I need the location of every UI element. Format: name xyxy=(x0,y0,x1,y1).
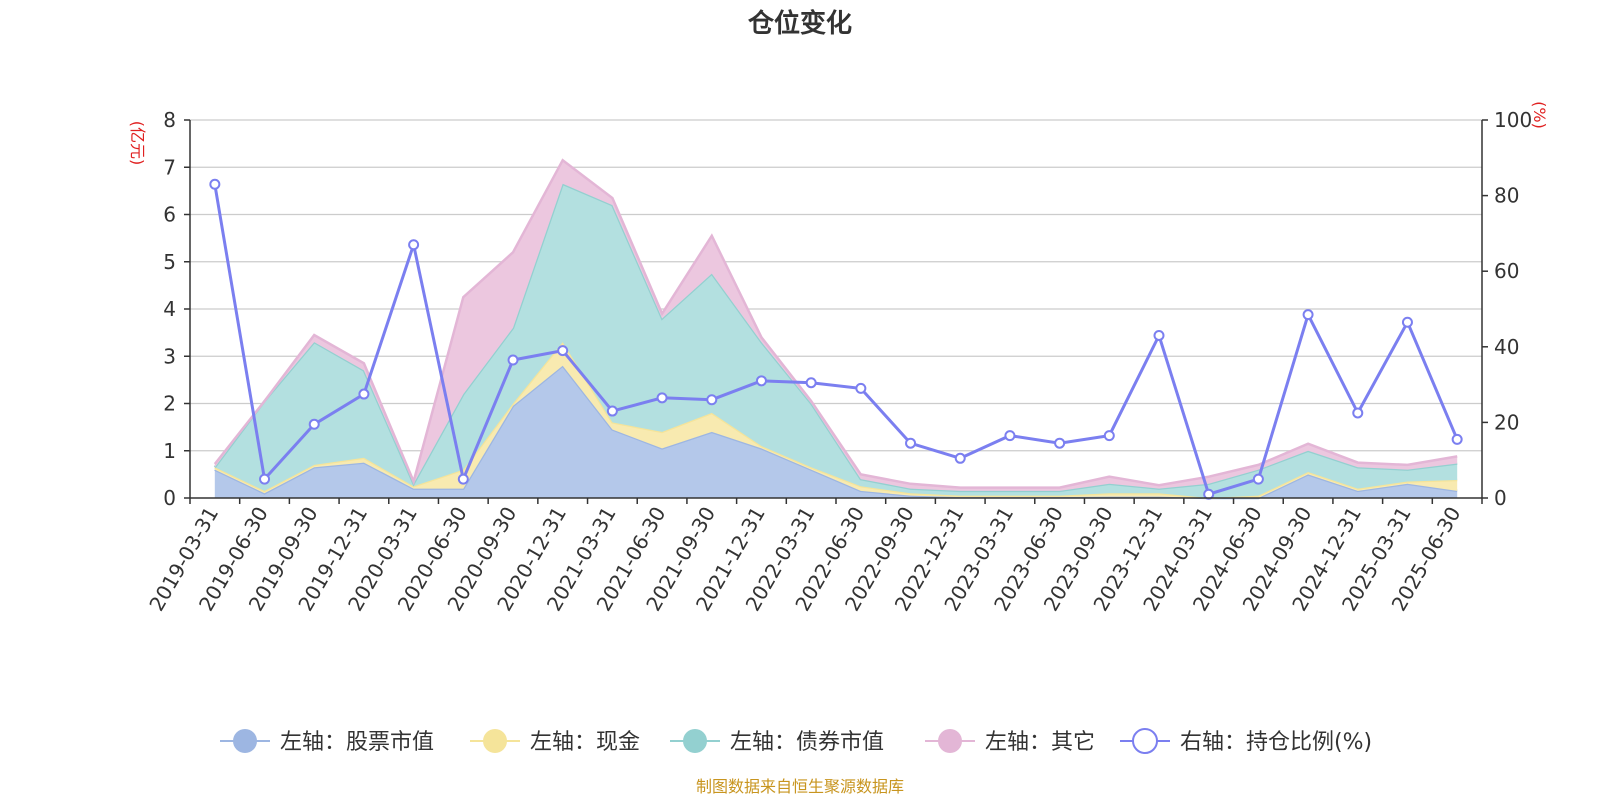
legend-item[interactable]: 左轴：股票市值 xyxy=(220,729,434,755)
grid xyxy=(190,119,1482,452)
ratio-point[interactable] xyxy=(1451,433,1463,445)
ratio-point[interactable] xyxy=(457,473,469,485)
right-tick-label: 80 xyxy=(1494,184,1519,208)
ratio-point[interactable] xyxy=(209,178,221,190)
ratio-point[interactable] xyxy=(954,452,966,464)
legend[interactable]: 左轴：股票市值 左轴：现金 左轴：债券市值 左轴：其它 右轴：持仓比例(%) xyxy=(220,728,1372,755)
left-tick-label: 1 xyxy=(163,439,176,463)
area-3 xyxy=(214,160,1458,491)
left-tick-label: 0 xyxy=(163,486,176,510)
area-layer xyxy=(213,158,1458,500)
left-tick-label: 5 xyxy=(163,250,176,274)
legend-label: 左轴：其它 xyxy=(985,730,1095,755)
source-note: 制图数据来自恒生聚源数据库 xyxy=(696,777,904,796)
legend-marker xyxy=(483,729,507,753)
ratio-point[interactable] xyxy=(308,418,320,430)
right-tick-label: 40 xyxy=(1494,335,1519,359)
ratio-point[interactable] xyxy=(1252,473,1264,485)
ratio-line xyxy=(213,184,1459,497)
legend-item[interactable]: 左轴：现金 xyxy=(470,729,640,755)
ratio-point[interactable] xyxy=(259,473,271,485)
left-tick-label: 2 xyxy=(163,392,176,416)
right-tick-label: 20 xyxy=(1494,410,1519,434)
ratio-point[interactable] xyxy=(1054,437,1066,449)
ratio-point[interactable] xyxy=(1401,316,1413,328)
legend-label: 左轴：股票市值 xyxy=(280,730,434,755)
ratio-point[interactable] xyxy=(557,345,569,357)
ratio-point[interactable] xyxy=(755,375,767,387)
legend-label: 右轴：持仓比例(%) xyxy=(1180,730,1372,755)
ratio-point[interactable] xyxy=(1302,309,1314,321)
ratio-point[interactable] xyxy=(656,392,668,404)
legend-marker xyxy=(1132,728,1158,754)
ratio-point[interactable] xyxy=(805,377,817,389)
left-tick-label: 7 xyxy=(163,155,176,179)
ratio-point[interactable] xyxy=(408,239,420,251)
chart-title: 仓位变化 xyxy=(747,8,852,39)
left-tick-label: 6 xyxy=(163,203,176,227)
legend-label: 左轴：现金 xyxy=(530,730,640,755)
legend-item[interactable]: 右轴：持仓比例(%) xyxy=(1120,728,1372,755)
right-tick-label: 60 xyxy=(1494,259,1519,283)
legend-label: 左轴：债券市值 xyxy=(730,730,884,755)
area-0 xyxy=(214,365,1458,498)
area-1 xyxy=(214,342,1458,498)
area-edge-3 xyxy=(213,158,1458,489)
line-layer xyxy=(209,178,1463,500)
area-2 xyxy=(214,183,1458,499)
ratio-point[interactable] xyxy=(855,382,867,394)
ratio-point[interactable] xyxy=(358,388,370,400)
left-tick-label: 4 xyxy=(163,297,176,321)
legend-marker xyxy=(938,729,962,753)
ratio-point[interactable] xyxy=(1103,430,1115,442)
right-axis-unit: (%) xyxy=(1530,101,1549,129)
ratio-point[interactable] xyxy=(507,354,519,366)
ratio-point[interactable] xyxy=(905,437,917,449)
ratio-point[interactable] xyxy=(706,394,718,406)
right-tick-label: 100 xyxy=(1494,108,1532,132)
ratio-point[interactable] xyxy=(1352,407,1364,419)
legend-marker xyxy=(683,729,707,753)
left-axis-unit: (亿元) xyxy=(128,121,147,166)
legend-item[interactable]: 左轴：债券市值 xyxy=(670,729,884,755)
legend-item[interactable]: 左轴：其它 xyxy=(925,729,1095,755)
right-tick-label: 0 xyxy=(1494,486,1507,510)
ratio-point[interactable] xyxy=(1153,329,1165,341)
legend-marker xyxy=(233,729,257,753)
ratio-point[interactable] xyxy=(606,405,618,417)
ratio-point[interactable] xyxy=(1004,430,1016,442)
left-tick-label: 3 xyxy=(163,344,176,368)
left-tick-label: 8 xyxy=(163,108,176,132)
